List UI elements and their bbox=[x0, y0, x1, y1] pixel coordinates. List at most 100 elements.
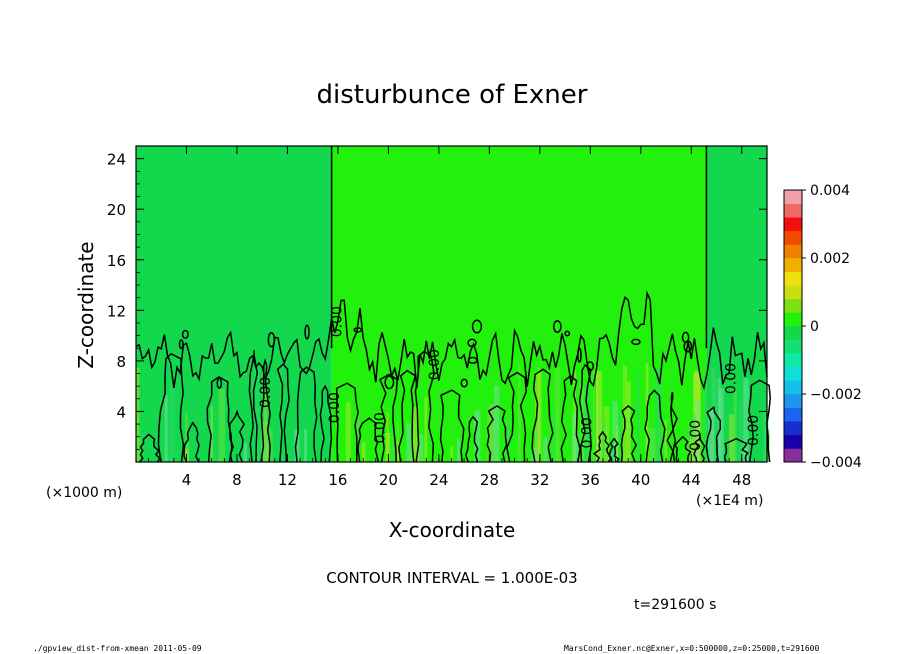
contour-label: 0.00 bbox=[723, 363, 739, 394]
plot-area: 0.000.000.000.000.000.00 0.000.000.004 8 12… bbox=[107, 145, 772, 489]
contour-label: 0.00 bbox=[373, 412, 389, 443]
contour-line bbox=[357, 417, 380, 463]
colorbar-tick-label: 0.004 bbox=[810, 183, 850, 199]
tint-streak bbox=[612, 401, 618, 462]
y-tick-label: 24 bbox=[107, 151, 126, 169]
x-unit-left: (×1000 m) bbox=[46, 485, 122, 501]
time-label: t=291600 s bbox=[634, 597, 716, 613]
tint-streak bbox=[294, 429, 300, 462]
colorbar-segment bbox=[784, 230, 802, 245]
tint-streak bbox=[689, 439, 694, 462]
tint-streak bbox=[763, 411, 769, 462]
colorbar-segment bbox=[784, 285, 802, 300]
footer-right: MarsCond_Exner.nc@Exner,x=0:500000,z=0:2… bbox=[564, 644, 819, 653]
contour-label: 0.00 bbox=[580, 417, 596, 448]
contour-loop bbox=[460, 378, 468, 388]
tint-streak bbox=[655, 368, 662, 462]
tint-streak bbox=[637, 371, 641, 462]
tint-streak bbox=[579, 384, 585, 462]
y-tick-label: 16 bbox=[107, 252, 126, 270]
y-tick-label: 12 bbox=[107, 302, 126, 320]
tint-streak bbox=[728, 414, 735, 462]
contour-line bbox=[319, 384, 333, 463]
tint-streak bbox=[304, 429, 308, 462]
contour-loop bbox=[216, 377, 223, 389]
tint-streak bbox=[136, 437, 141, 462]
tint-streak bbox=[733, 387, 737, 462]
colorbar-segment bbox=[784, 407, 802, 422]
x-axis-label: X-coordinate bbox=[389, 518, 516, 542]
colorbar-segment bbox=[784, 394, 802, 408]
contour-loop bbox=[586, 361, 595, 372]
contour-line bbox=[592, 430, 613, 463]
contour-loop bbox=[181, 329, 189, 339]
contour-loop bbox=[577, 347, 582, 363]
tint-streak bbox=[618, 412, 622, 462]
tint-streak bbox=[622, 365, 628, 462]
x-tick-label: 8 bbox=[232, 471, 242, 489]
contour-line bbox=[620, 405, 638, 463]
tint-streak bbox=[185, 413, 188, 462]
tint-streak bbox=[692, 414, 696, 462]
contour-label: 0.00 bbox=[330, 306, 346, 337]
tint-streak bbox=[345, 402, 351, 462]
tint-streak bbox=[218, 388, 225, 462]
colorbar-segment bbox=[784, 217, 802, 232]
x-tick-label: 36 bbox=[581, 471, 600, 489]
perturbation-tints bbox=[136, 363, 770, 462]
contour-line bbox=[705, 405, 721, 463]
tint-streak bbox=[582, 384, 590, 462]
tint-streak bbox=[254, 363, 260, 462]
contour-line bbox=[578, 363, 592, 463]
chart-title: disturbunce of Exner bbox=[317, 80, 588, 110]
tint-streak bbox=[457, 438, 461, 462]
contour-interval: CONTOUR INTERVAL = 1.000E-03 bbox=[326, 569, 577, 587]
tint-streak bbox=[552, 411, 555, 462]
tint-streak bbox=[361, 442, 366, 462]
contour-lines bbox=[135, 290, 772, 463]
x-tick-label: 16 bbox=[328, 471, 347, 489]
contour-loop bbox=[681, 331, 690, 344]
tint-streak bbox=[417, 434, 424, 462]
contour-loop bbox=[267, 332, 276, 348]
x-tick-label: 24 bbox=[429, 471, 448, 489]
contour-loop bbox=[564, 330, 571, 337]
tint-streak bbox=[385, 432, 391, 462]
contour-line bbox=[260, 358, 271, 463]
tint-streak bbox=[648, 428, 656, 462]
colorbar-segment bbox=[784, 434, 802, 449]
tint-streak bbox=[555, 367, 560, 462]
tint-streak bbox=[136, 367, 140, 462]
colorbar-tick-label: 0.002 bbox=[810, 251, 850, 267]
tint-streak bbox=[743, 378, 749, 462]
tint-streak bbox=[517, 365, 521, 462]
contour-loop bbox=[467, 338, 477, 348]
footer-left: ./gpview_dist-from-xmean 2011-05-09 bbox=[33, 644, 202, 653]
tint-streak bbox=[210, 406, 213, 462]
colorbar-segment bbox=[784, 258, 802, 272]
y-tick-label: 4 bbox=[116, 403, 126, 421]
contour-label: 0.00 bbox=[688, 420, 704, 451]
tint-streak bbox=[664, 419, 668, 462]
colorbar-segment bbox=[784, 366, 802, 381]
contour-loop bbox=[178, 339, 184, 350]
x-tick-label: 4 bbox=[182, 471, 192, 489]
y-axis-label: Z-coordinate bbox=[74, 241, 98, 368]
contour-line bbox=[608, 437, 620, 463]
contour-line bbox=[486, 405, 508, 463]
contour-loop bbox=[304, 324, 310, 340]
x-tick-label: 20 bbox=[379, 471, 398, 489]
contour-line bbox=[439, 389, 465, 463]
tint-streak bbox=[412, 406, 420, 462]
contour-label: 0.00 bbox=[327, 392, 343, 423]
contour-line bbox=[248, 350, 259, 463]
colorbar-segment bbox=[784, 339, 802, 354]
tint-streak bbox=[169, 381, 175, 462]
tint-streak bbox=[703, 376, 707, 462]
background-zone-0 bbox=[136, 146, 332, 462]
tint-streak bbox=[396, 441, 401, 462]
tint-streak bbox=[718, 388, 724, 462]
tint-streak bbox=[592, 369, 596, 462]
contour-line bbox=[335, 382, 359, 463]
